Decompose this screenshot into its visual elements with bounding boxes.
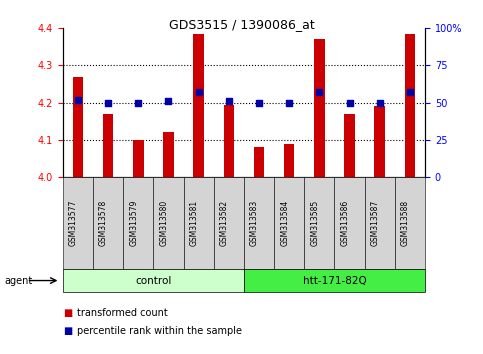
Point <box>406 90 414 95</box>
Point <box>346 100 354 105</box>
Text: GSM313582: GSM313582 <box>220 200 229 246</box>
Text: GSM313585: GSM313585 <box>311 200 319 246</box>
Text: percentile rank within the sample: percentile rank within the sample <box>77 326 242 336</box>
Text: control: control <box>135 275 171 286</box>
Text: GSM313577: GSM313577 <box>69 200 78 246</box>
Point <box>285 100 293 105</box>
Text: GSM313588: GSM313588 <box>401 200 410 246</box>
Bar <box>163 132 174 177</box>
Text: GSM313581: GSM313581 <box>190 200 199 246</box>
Text: agent: agent <box>5 275 33 286</box>
Text: ■: ■ <box>63 326 72 336</box>
Bar <box>72 77 83 177</box>
Bar <box>344 114 355 177</box>
Bar <box>224 104 234 177</box>
Text: transformed count: transformed count <box>77 308 168 318</box>
Text: GDS3515 / 1390086_at: GDS3515 / 1390086_at <box>169 18 314 31</box>
Point <box>225 98 233 104</box>
Point <box>104 100 112 105</box>
Text: GSM313584: GSM313584 <box>280 200 289 246</box>
Bar <box>133 140 143 177</box>
Point <box>74 97 82 103</box>
Bar <box>374 106 385 177</box>
Bar <box>103 114 114 177</box>
Text: GSM313579: GSM313579 <box>129 200 138 246</box>
Bar <box>314 40 325 177</box>
Bar <box>284 144 295 177</box>
Point <box>134 100 142 105</box>
Point <box>315 90 323 95</box>
Text: GSM313580: GSM313580 <box>159 200 169 246</box>
Bar <box>405 34 415 177</box>
Bar <box>254 147 264 177</box>
Text: GSM313587: GSM313587 <box>371 200 380 246</box>
Text: GSM313586: GSM313586 <box>341 200 350 246</box>
Text: GSM313583: GSM313583 <box>250 200 259 246</box>
Point <box>165 98 172 104</box>
Text: htt-171-82Q: htt-171-82Q <box>303 275 366 286</box>
Point <box>195 90 202 95</box>
Bar <box>193 34 204 177</box>
Text: GSM313578: GSM313578 <box>99 200 108 246</box>
Point <box>376 100 384 105</box>
Text: ■: ■ <box>63 308 72 318</box>
Point <box>255 100 263 105</box>
